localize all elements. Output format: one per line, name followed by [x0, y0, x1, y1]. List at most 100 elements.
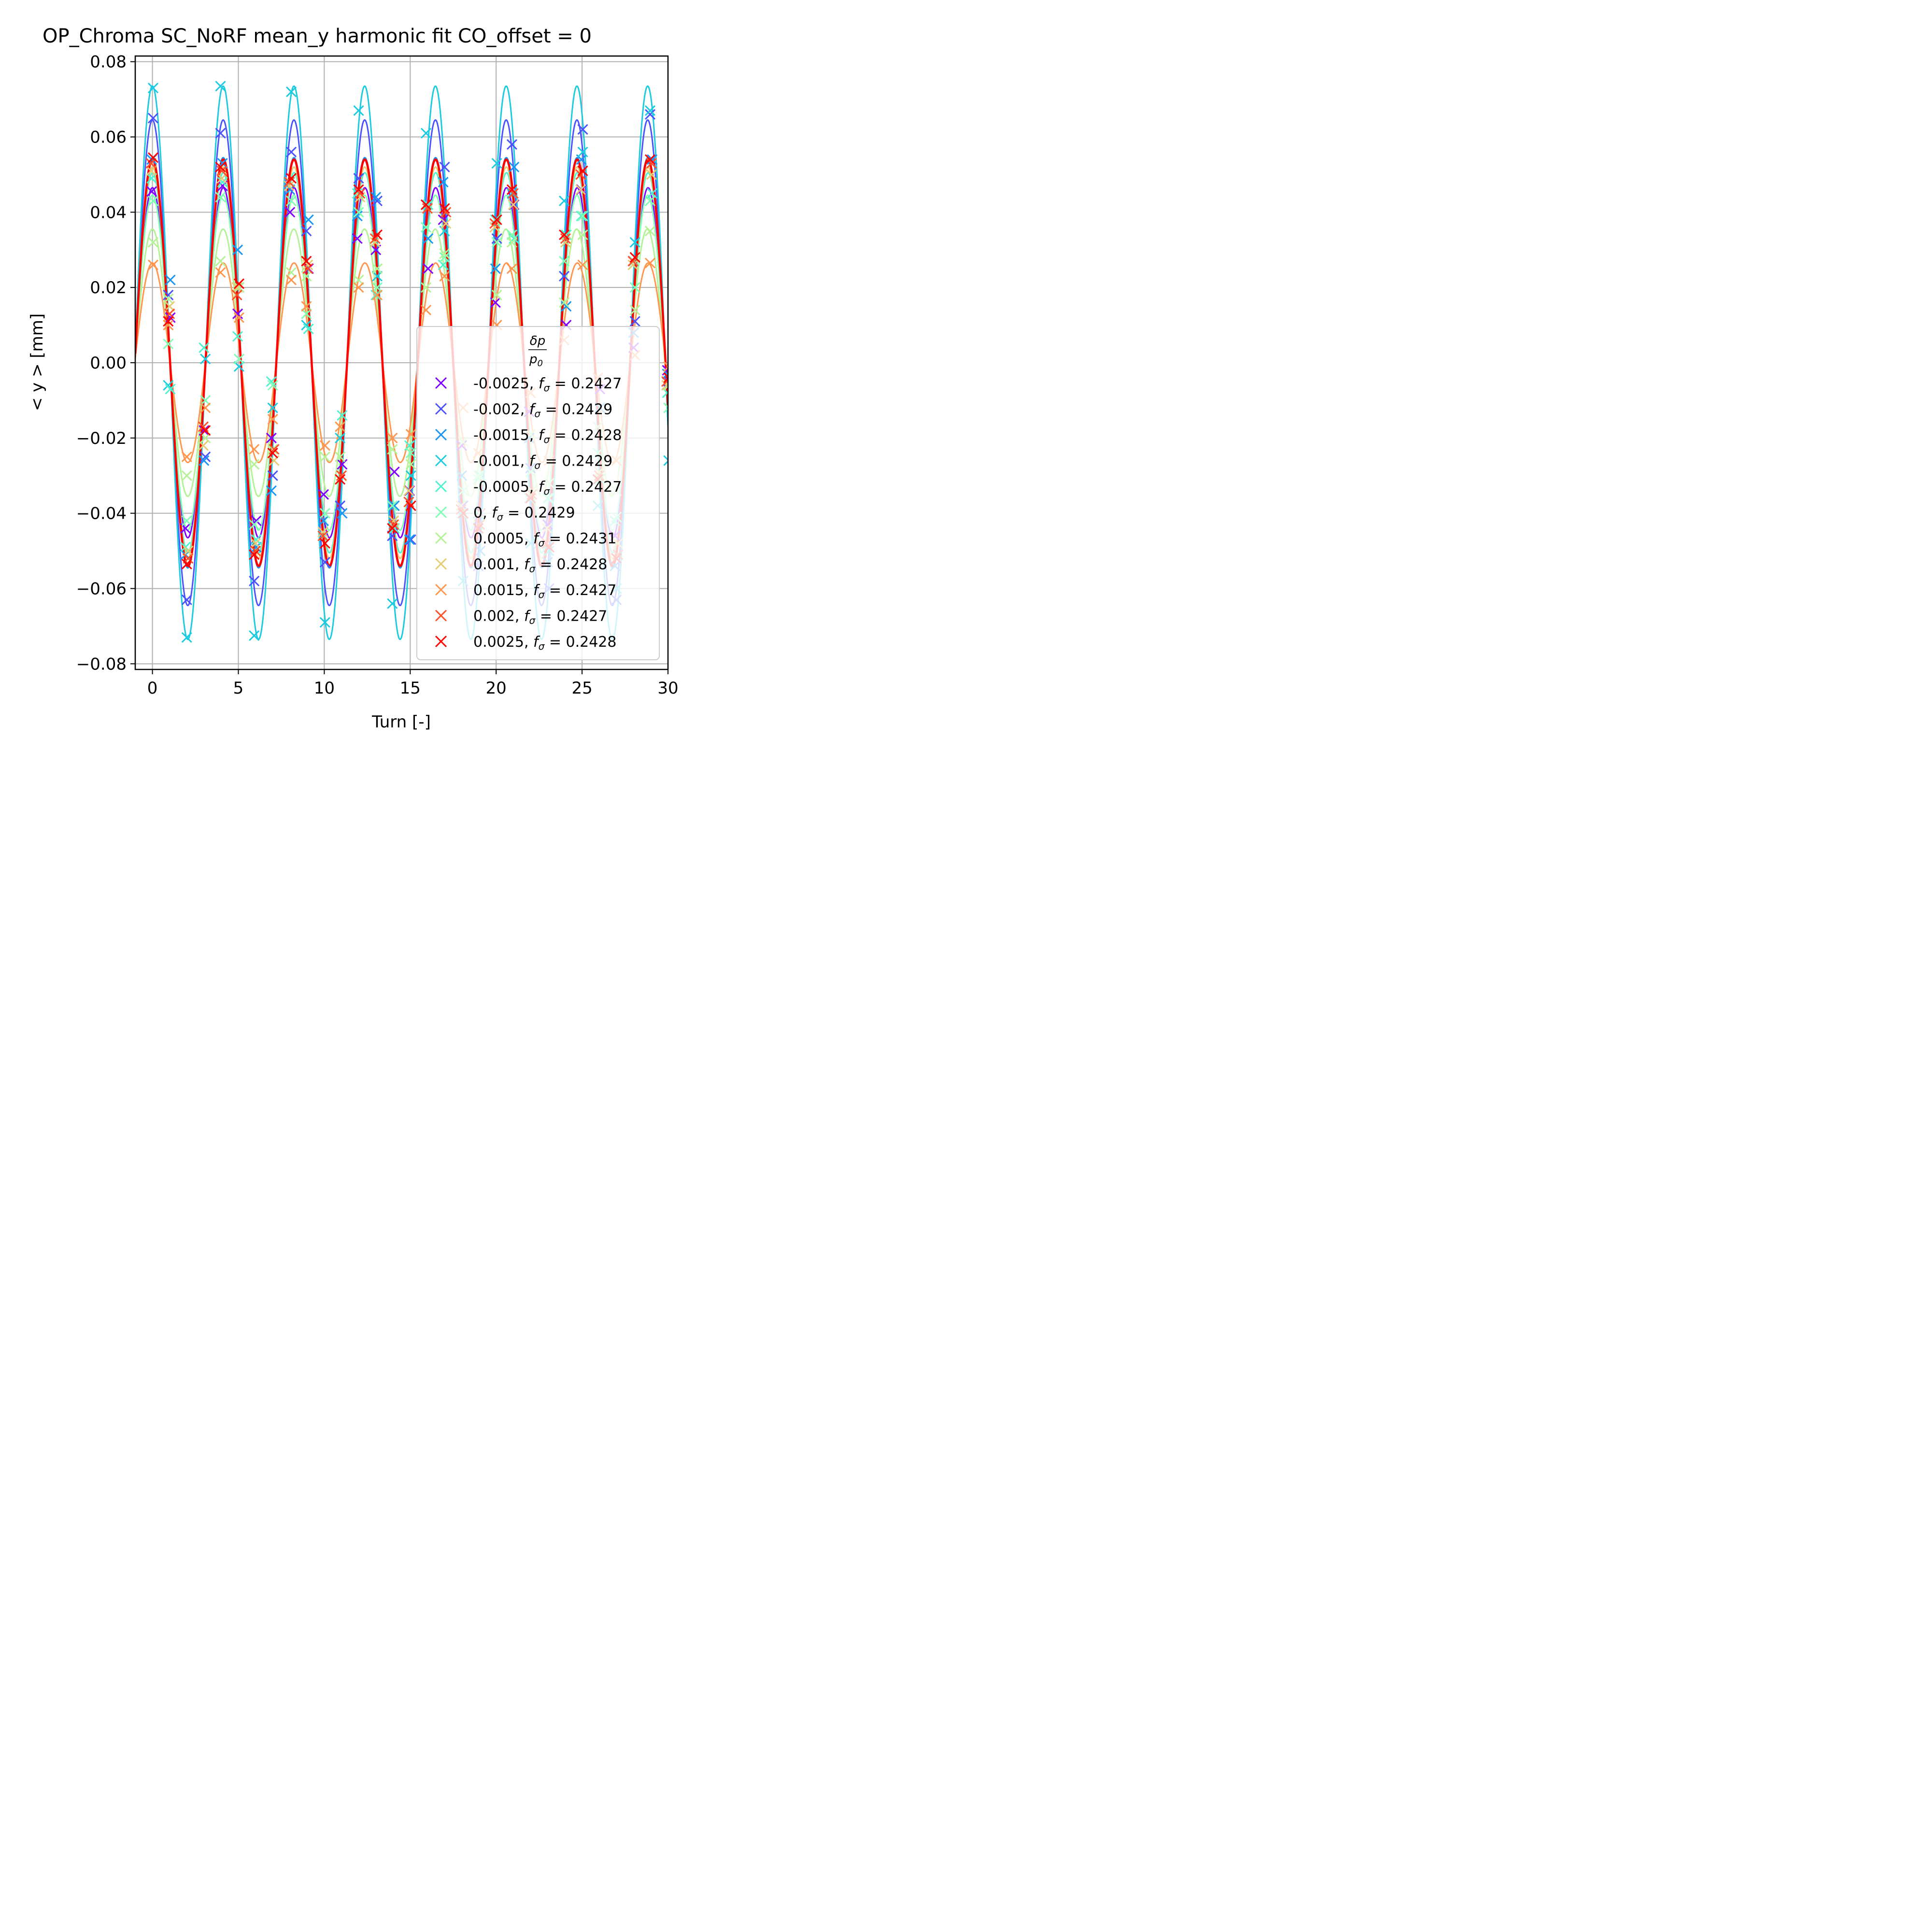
- chart-title: OP_Chroma SC_NoRF mean_y harmonic fit CO…: [43, 25, 592, 47]
- data-point: [353, 207, 364, 218]
- data-point: [216, 165, 227, 176]
- data-point: [200, 395, 211, 406]
- x-tick-label: 30: [657, 679, 678, 698]
- legend-title: δp p0: [528, 334, 547, 369]
- data-point: [491, 289, 502, 300]
- data-point: [405, 534, 416, 545]
- legend-item: -0.0025, fσ = 0.2427: [435, 375, 622, 394]
- data-point: [663, 372, 668, 384]
- data-point: [509, 161, 520, 172]
- legend-marker: [435, 480, 447, 493]
- data-point: [663, 455, 668, 466]
- data-point: [286, 173, 297, 184]
- data-point: [508, 188, 519, 199]
- data-point: [267, 413, 278, 425]
- data-point: [371, 229, 383, 241]
- data-point: [336, 470, 347, 481]
- data-point: [644, 257, 656, 269]
- data-point: [215, 161, 226, 172]
- data-point: [423, 199, 434, 210]
- legend-marker: [435, 610, 447, 622]
- data-point: [215, 256, 226, 267]
- data-point: [286, 274, 297, 285]
- data-point: [249, 575, 260, 586]
- data-point: [646, 169, 657, 180]
- data-point: [266, 376, 277, 387]
- legend-marker: [435, 583, 447, 596]
- data-point: [319, 440, 330, 451]
- data-point: [181, 470, 192, 481]
- data-point: [215, 81, 226, 92]
- data-point: [439, 248, 450, 259]
- legend-marker: [435, 377, 447, 389]
- data-point: [232, 308, 243, 319]
- data-point: [663, 402, 668, 413]
- legend-label: 0.0025, fσ = 0.2428: [473, 634, 616, 652]
- data-point: [249, 549, 260, 560]
- data-point: [577, 124, 588, 135]
- data-point: [439, 203, 450, 214]
- data-point: [506, 184, 517, 195]
- legend-item: 0.001, fσ = 0.2428: [435, 556, 607, 575]
- data-point: [644, 109, 656, 120]
- data-point: [661, 376, 668, 387]
- x-axis-ticks: 0 5 10 15 20 25 30: [147, 669, 679, 698]
- data-point: [353, 173, 364, 184]
- y-tick-label: −0.06: [76, 579, 127, 598]
- data-point: [233, 354, 244, 365]
- legend-label: -0.001, fσ = 0.2429: [473, 453, 612, 471]
- data-point: [423, 263, 434, 274]
- data-point: [388, 519, 399, 530]
- legend-marker: [435, 558, 447, 570]
- data-point: [319, 617, 330, 628]
- data-point: [319, 538, 330, 549]
- data-point: [147, 259, 159, 270]
- legend-title-denominator: p: [529, 352, 538, 367]
- data-point: [301, 256, 312, 267]
- data-point: [200, 402, 211, 413]
- legend-label: -0.002, fσ = 0.2429: [473, 401, 612, 420]
- data-point: [629, 282, 640, 293]
- data-point: [422, 203, 433, 214]
- data-point: [559, 256, 570, 267]
- legend-label: -0.0025, fσ = 0.2427: [473, 375, 622, 394]
- legend-label: 0.002, fσ = 0.2427: [473, 608, 607, 626]
- legend-label: -0.0005, fσ = 0.2427: [473, 479, 622, 497]
- y-tick-label: 0.04: [90, 203, 127, 222]
- data-point: [644, 154, 656, 165]
- data-point: [181, 558, 192, 569]
- data-point: [387, 444, 398, 455]
- data-point: [232, 331, 243, 342]
- data-point: [301, 301, 312, 312]
- data-point: [353, 105, 364, 116]
- data-point: [181, 594, 192, 605]
- data-point: [506, 139, 517, 150]
- data-point: [233, 312, 244, 323]
- x-tick-label: 5: [233, 679, 244, 698]
- x-axis-label: Turn [-]: [371, 712, 431, 732]
- data-point: [147, 237, 159, 248]
- data-point: [644, 195, 656, 207]
- y-tick-label: 0.02: [90, 278, 127, 298]
- legend-marker: [435, 403, 447, 415]
- data-point: [559, 297, 570, 308]
- legend-item: -0.0005, fσ = 0.2427: [435, 479, 622, 497]
- data-point: [267, 444, 278, 455]
- data-point: [353, 274, 364, 285]
- data-point: [371, 282, 383, 293]
- data-point: [147, 152, 159, 163]
- data-point: [249, 519, 260, 530]
- data-point: [575, 184, 586, 195]
- data-point: [249, 444, 260, 455]
- data-point: [577, 229, 588, 241]
- chart: OP_Chroma SC_NoRF mean_y harmonic fit CO…: [0, 0, 757, 757]
- data-point: [200, 354, 211, 365]
- y-axis-ticks: 0.08 0.06 0.04 0.02 0.00 −0.02 −0.04 −0.06 −0.08: [76, 53, 135, 674]
- x-tick-label: 0: [147, 679, 158, 698]
- data-point: [233, 278, 244, 289]
- data-point: [490, 263, 501, 274]
- data-point: [577, 146, 588, 157]
- data-point: [371, 195, 383, 207]
- data-point: [199, 342, 210, 353]
- data-point: [249, 459, 260, 470]
